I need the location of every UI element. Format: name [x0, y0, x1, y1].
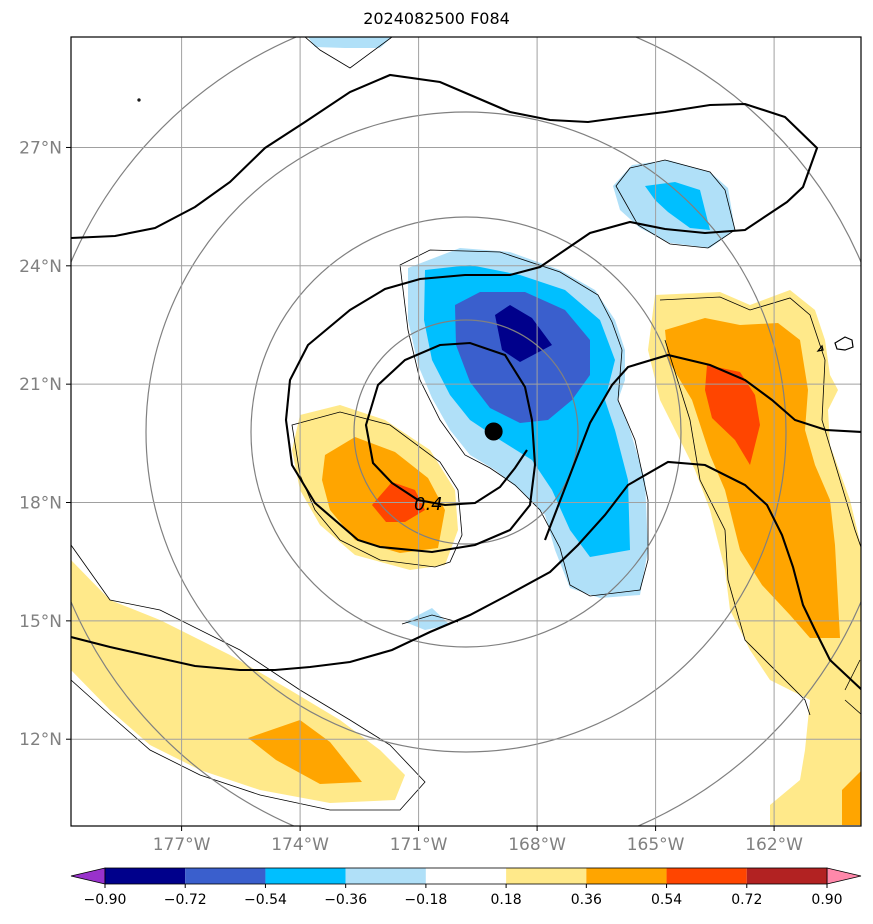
island-outline: [137, 98, 141, 102]
colorbar-tick-label: 0.54: [651, 892, 682, 908]
y-tick-label: 27°N: [19, 138, 62, 158]
colorbar-swatch: [185, 868, 266, 884]
x-tick-label: 162°W: [745, 835, 803, 855]
y-tick-label: 12°N: [19, 730, 62, 750]
colorbar-tick-label: 0.72: [731, 892, 762, 908]
island-outline: [834, 336, 854, 351]
contour-label: 0.4: [414, 494, 443, 515]
colorbar-tick-label: 0.90: [811, 892, 842, 908]
field-region-negative-mid: [645, 182, 710, 230]
colorbar-frame: [104, 867, 828, 885]
range-circle: [250, 216, 682, 648]
x-tick-label: 168°W: [508, 835, 566, 855]
colorbar-swatch: [345, 868, 426, 884]
y-tick-label: 24°N: [19, 257, 62, 277]
range-circle: [353, 319, 579, 545]
colorbar-extend-high: [826, 867, 862, 885]
colorbar-tick-label: −0.18: [404, 892, 447, 908]
y-tick-label: 15°N: [19, 612, 62, 632]
island-outline: [816, 344, 824, 352]
x-tick-label: 171°W: [390, 835, 448, 855]
field-region-negative-low: [405, 608, 450, 630]
x-tick-label: 165°W: [627, 835, 685, 855]
range-circle: [145, 111, 787, 753]
field-region-positive-mid: [248, 720, 362, 784]
colorbar-swatch: [506, 868, 587, 884]
field-region-negative-low: [308, 37, 392, 48]
field-region-positive-high: [705, 365, 760, 465]
colorbar-swatch: [265, 868, 346, 884]
colorbar-swatch: [666, 868, 747, 884]
y-tick-label: 21°N: [19, 375, 62, 395]
field-region-positive-low: [71, 560, 405, 803]
field-region-positive-mid: [842, 771, 861, 825]
x-tick-label: 174°W: [271, 835, 329, 855]
colorbar-tick-label: −0.72: [164, 892, 207, 908]
colorbar: −0.90 −0.72 −0.54 −0.36 −0.18 0.18 0.36 0.54 0.7…: [70, 867, 862, 908]
x-tick-label: 177°W: [153, 835, 211, 855]
field-region-positive-high: [372, 482, 425, 522]
colorbar-swatch: [425, 868, 507, 884]
colorbar-tick-label: 0.18: [491, 892, 522, 908]
field-region-negative-extreme: [495, 305, 552, 362]
colorbar-tick-label: 0.36: [571, 892, 602, 908]
y-tick-label: 18°N: [19, 494, 62, 514]
storm-center-marker: [484, 422, 503, 441]
colorbar-swatch: [105, 868, 186, 884]
colorbar-extend-low: [70, 867, 106, 885]
colorbar-swatch: [586, 868, 667, 884]
colorbar-tick-label: −0.54: [244, 892, 287, 908]
colorbar-tick-label: −0.90: [84, 892, 127, 908]
map-frame: [70, 36, 862, 827]
colorbar-swatch: [746, 868, 827, 884]
colorbar-tick-label: −0.36: [324, 892, 367, 908]
chart-title: 2024082500 F084: [363, 9, 510, 28]
